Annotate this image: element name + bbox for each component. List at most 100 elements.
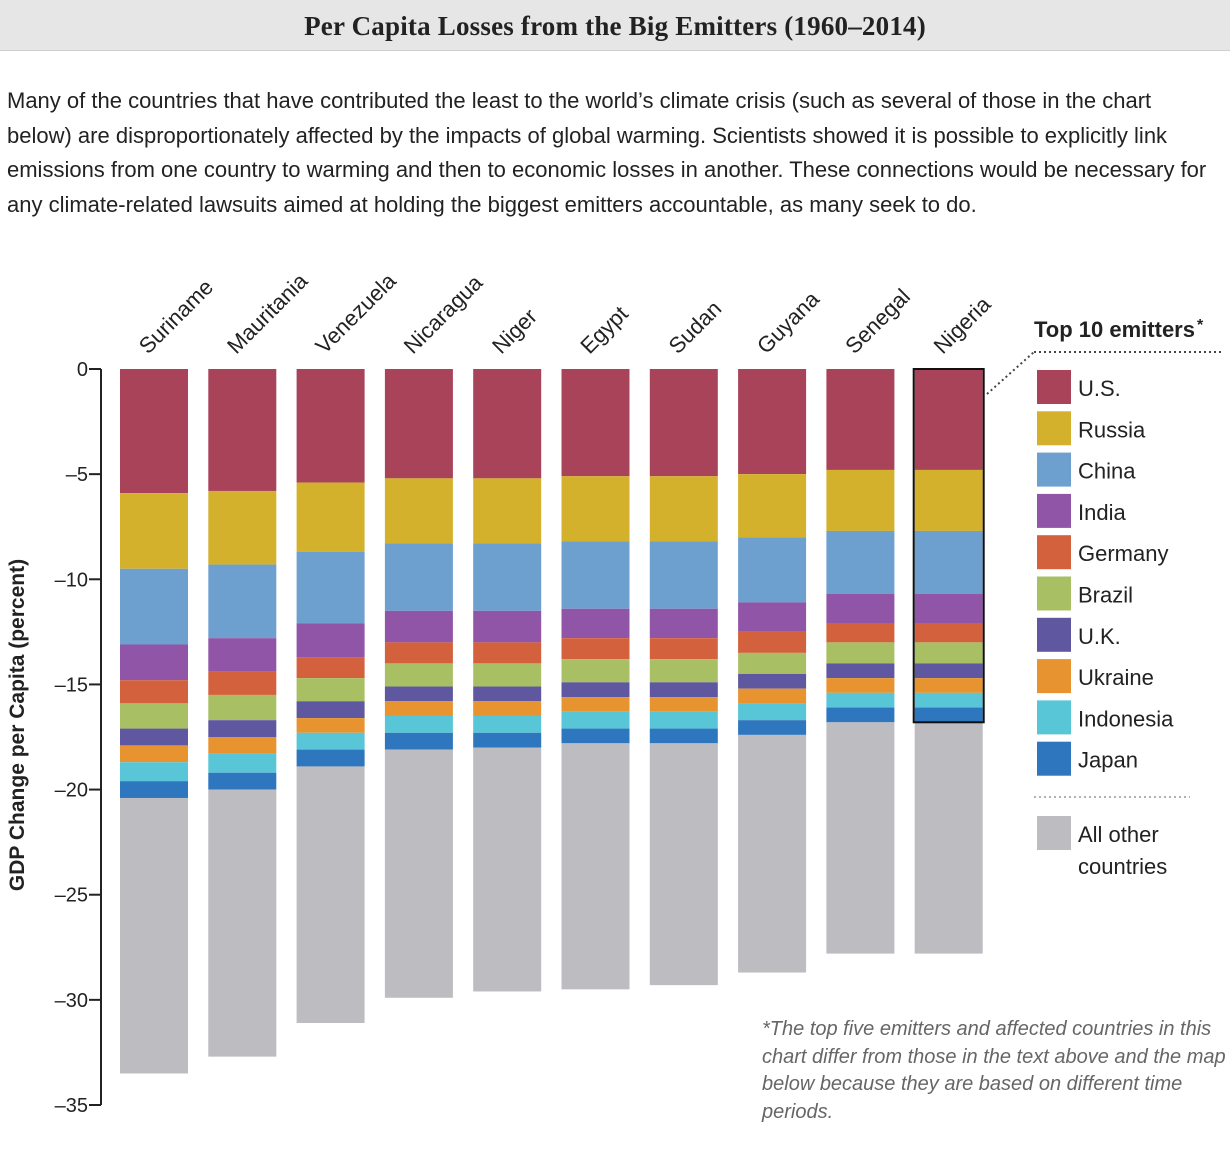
legend-swatch bbox=[1037, 659, 1071, 694]
legend-swatch bbox=[1037, 741, 1071, 776]
y-tick-label: –15 bbox=[55, 674, 88, 696]
bar-segment bbox=[120, 781, 188, 798]
y-tick-label: –30 bbox=[55, 990, 88, 1012]
bar-segment bbox=[384, 642, 453, 664]
bar-segment bbox=[208, 369, 277, 491]
bar-segment bbox=[914, 722, 983, 954]
y-axis: 0 –5 –10 –15 –20 –25 –30 –35 bbox=[55, 359, 102, 1117]
page-title: Per Capita Losses from the Big Emitters … bbox=[304, 11, 926, 41]
bar-segment bbox=[384, 732, 453, 750]
bar-segment bbox=[826, 707, 895, 723]
legend-label: China bbox=[1078, 459, 1136, 484]
bar-segment bbox=[296, 766, 365, 1023]
bar-segment bbox=[473, 478, 542, 544]
title-bar: Per Capita Losses from the Big Emitters … bbox=[0, 0, 1230, 51]
bar-segment bbox=[649, 728, 718, 744]
bar-segment bbox=[473, 715, 542, 733]
y-tick-label: –10 bbox=[55, 569, 88, 591]
legend-label: Japan bbox=[1078, 748, 1138, 773]
legend-label: Indonesia bbox=[1078, 706, 1174, 731]
y-tick-label: –25 bbox=[55, 885, 88, 907]
bar-segment bbox=[120, 644, 188, 681]
bar-segment bbox=[473, 701, 542, 716]
y-tick-label: 0 bbox=[77, 359, 88, 381]
bar-segment bbox=[473, 732, 542, 748]
bar-segment bbox=[738, 734, 807, 973]
footnote: *The top five emitters and affected coun… bbox=[762, 1016, 1230, 1126]
bar-segment bbox=[561, 728, 630, 744]
bar-segment bbox=[738, 537, 807, 603]
legend-title-text: Top 10 emitters bbox=[1034, 317, 1195, 342]
bar-segment bbox=[649, 711, 718, 729]
bar-segment bbox=[738, 631, 807, 653]
bar-segment bbox=[120, 797, 188, 1074]
legend-label-other-line1: All other bbox=[1078, 822, 1159, 847]
legend-label: India bbox=[1078, 500, 1126, 525]
country-label: Sudan bbox=[664, 296, 727, 359]
bar-segment bbox=[738, 474, 807, 538]
legend-title-asterisk: * bbox=[1197, 317, 1204, 334]
legend-label: Russia bbox=[1078, 417, 1146, 442]
bar-segment bbox=[296, 732, 365, 750]
bar-segment bbox=[208, 694, 277, 721]
country-label: Venezuela bbox=[310, 268, 401, 359]
country-label: Egypt bbox=[575, 301, 632, 358]
bar-segment bbox=[473, 663, 542, 687]
bars-group bbox=[120, 368, 985, 1074]
bar-segment bbox=[649, 369, 718, 477]
bar-segment bbox=[296, 749, 365, 767]
bar-segment bbox=[384, 701, 453, 716]
footnote-mark: * bbox=[762, 1018, 770, 1040]
bar-segment bbox=[473, 747, 542, 992]
bar-segment bbox=[296, 623, 365, 658]
legend-items: U.S. Russia China India Germany Brazil U.K. Ukr… bbox=[1037, 370, 1174, 879]
bar-segment bbox=[649, 697, 718, 712]
bar-segment bbox=[649, 541, 718, 609]
bar-segment bbox=[738, 652, 807, 674]
bar-stack-egypt bbox=[561, 369, 630, 990]
bar-segment bbox=[208, 772, 277, 790]
legend-label: Brazil bbox=[1078, 583, 1133, 608]
bar-segment bbox=[738, 703, 807, 721]
bar-segment bbox=[738, 369, 807, 475]
y-axis-title: GDP Change per Capita (percent) bbox=[6, 559, 29, 891]
y-tick-label: –5 bbox=[66, 464, 88, 486]
bar-segment bbox=[649, 476, 718, 542]
bar-segment bbox=[738, 720, 807, 735]
bar-segment bbox=[384, 369, 453, 479]
bar-segment bbox=[473, 642, 542, 664]
bar-segment bbox=[296, 657, 365, 679]
bar-segment bbox=[473, 543, 542, 611]
bar-segment bbox=[649, 608, 718, 639]
bar-segment bbox=[296, 718, 365, 733]
bar-segment bbox=[384, 610, 453, 643]
legend-label: U.K. bbox=[1078, 624, 1121, 649]
bar-segment bbox=[384, 749, 453, 998]
legend-swatch bbox=[1037, 370, 1071, 404]
legend-swatch bbox=[1037, 493, 1071, 528]
bar-segment bbox=[296, 701, 365, 719]
bar-segment bbox=[826, 722, 895, 954]
bar-segment bbox=[561, 682, 630, 698]
bar-segment bbox=[120, 369, 188, 494]
y-tick-label: –35 bbox=[55, 1095, 88, 1117]
bar-segment bbox=[120, 568, 188, 645]
bar-stack-nicaragua bbox=[384, 369, 453, 998]
bar-stack-venezuela bbox=[296, 369, 365, 1023]
bar-segment bbox=[561, 369, 630, 477]
bar-segment bbox=[914, 678, 983, 693]
bar-segment bbox=[296, 551, 365, 624]
bar-segment bbox=[561, 608, 630, 639]
bar-segment bbox=[914, 530, 983, 595]
bar-segment bbox=[473, 610, 542, 643]
bar-segment bbox=[914, 369, 983, 470]
bar-segment bbox=[914, 692, 983, 708]
bar-segment bbox=[208, 753, 277, 773]
bar-stack-suriname bbox=[120, 369, 188, 1074]
legend-swatch bbox=[1037, 411, 1071, 446]
legend-swatch-other bbox=[1037, 816, 1071, 850]
bar-segment bbox=[649, 682, 718, 698]
legend-label: Ukraine bbox=[1078, 665, 1154, 690]
bar-segment bbox=[208, 737, 277, 754]
bar-stack-guyana bbox=[738, 369, 807, 973]
